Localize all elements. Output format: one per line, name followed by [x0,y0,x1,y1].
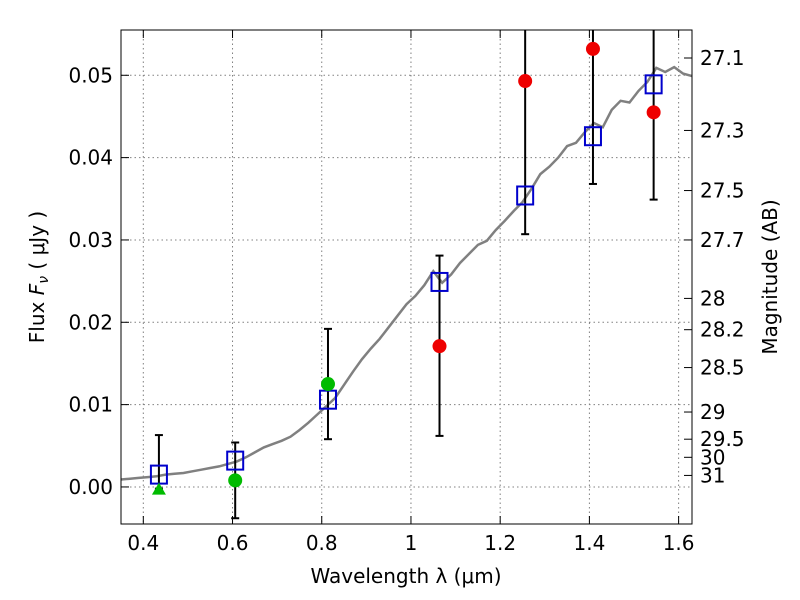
markers [149,41,663,495]
red-circle-point [432,339,447,354]
model-square-point [226,450,245,471]
green-triangle-point [151,482,166,495]
y-axis-label-suffix: ( μJy ) [25,211,49,276]
red-circle-point [518,74,533,89]
spectrum-line [120,65,693,481]
red-circle-point [585,41,600,56]
model-square-point [583,126,602,147]
y-tick-label: 0.03 [68,228,113,252]
grid [121,30,692,524]
model-square-point [516,185,535,206]
green-circle-point [320,377,335,392]
ticks [121,30,692,524]
y2-tick-label: 28.2 [700,318,745,342]
y-axis-label-prefix: Flux [25,295,49,343]
y2-tick-label: 31 [700,463,725,487]
y-tick-label: 0.04 [68,146,113,170]
spectrum-series [120,65,693,481]
y2-axis-label: Magnitude (AB) [758,199,782,354]
y2-tick-label: 27.3 [700,118,745,142]
y2-tick-label: 27.1 [700,46,745,70]
model-square-point [644,74,663,95]
x-tick-label: 0.4 [127,531,159,555]
y-tick-label: 0.02 [68,310,113,334]
green-circle-point [228,473,243,488]
y-tick-label: 0.05 [68,63,113,87]
y2-tick-label: 27.5 [700,179,745,203]
y2-tick-label: 28 [700,286,725,310]
y2-tick-label: 28.5 [700,356,745,380]
plot-frame [120,29,693,525]
errorbars [154,30,658,520]
y2-tick-label: 29.5 [700,427,745,451]
tick-labels: 0.4 0.6 0.8 1 1.2 1.4 1.6 0.00 0.01 0.02 0.03 0.04 0… [68,46,744,555]
y-axis-label: Flux Fν ( μJy ) [25,211,52,343]
x-tick-label: 1 [405,531,418,555]
y-axis-label-subscript: ν [36,276,52,284]
x-tick-label: 1.6 [663,531,695,555]
x-tick-label: 1.2 [484,531,516,555]
y2-tick-label: 27.7 [700,228,745,252]
y2-tick-label: 30 [700,445,725,469]
y-axis-label-symbol: F [25,283,49,295]
red-circle-point [646,105,661,120]
model-square-point [430,271,449,292]
y2-tick-label: 29 [700,400,725,424]
y-tick-label: 0.00 [68,475,113,499]
x-axis-label: Wavelength λ (μm) [310,564,501,588]
x-tick-label: 0.8 [306,531,338,555]
x-tick-label: 1.4 [573,531,605,555]
y-tick-label: 0.01 [68,393,113,417]
x-tick-label: 0.6 [217,531,249,555]
